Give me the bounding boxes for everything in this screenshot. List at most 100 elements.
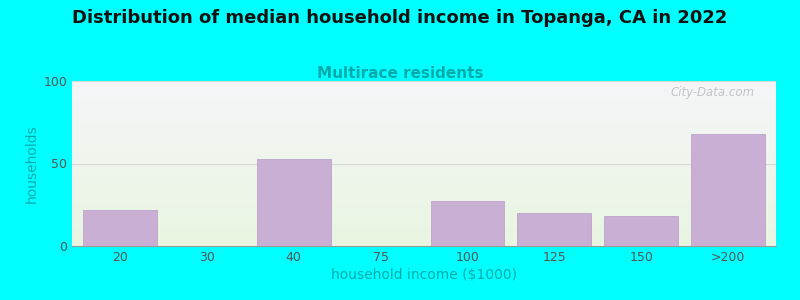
Bar — [72, 126, 776, 127]
Bar — [72, 201, 776, 202]
Bar — [72, 176, 776, 177]
Bar — [72, 87, 776, 88]
Bar — [72, 236, 776, 237]
Bar — [72, 101, 776, 102]
Y-axis label: households: households — [25, 124, 39, 203]
Bar — [72, 144, 776, 145]
Bar — [72, 137, 776, 138]
Bar — [72, 162, 776, 163]
Bar — [72, 216, 776, 217]
Bar — [72, 85, 776, 86]
Bar — [72, 191, 776, 192]
Bar — [72, 207, 776, 208]
Bar — [72, 151, 776, 152]
Bar — [72, 158, 776, 159]
Bar — [72, 208, 776, 209]
Bar — [72, 153, 776, 154]
Bar — [72, 171, 776, 172]
Bar — [72, 181, 776, 182]
Text: City-Data.com: City-Data.com — [670, 86, 755, 99]
Bar — [72, 221, 776, 222]
Bar — [72, 189, 776, 190]
Bar — [72, 190, 776, 191]
Bar — [72, 130, 776, 131]
Bar — [72, 82, 776, 83]
Bar — [72, 159, 776, 160]
Bar — [72, 155, 776, 156]
Bar — [72, 191, 776, 192]
Bar — [72, 127, 776, 128]
Bar — [72, 172, 776, 173]
Bar — [72, 103, 776, 104]
Bar — [72, 140, 776, 141]
Bar — [72, 186, 776, 187]
Bar — [72, 205, 776, 206]
Bar — [72, 204, 776, 205]
Bar — [72, 152, 776, 153]
Bar — [72, 147, 776, 148]
Bar — [72, 174, 776, 175]
Bar — [72, 92, 776, 93]
Bar — [72, 100, 776, 101]
Bar — [72, 244, 776, 245]
Bar — [72, 106, 776, 107]
Bar — [257, 158, 330, 246]
Bar — [72, 129, 776, 130]
Bar — [72, 200, 776, 201]
Bar — [72, 211, 776, 212]
Bar — [72, 118, 776, 119]
Bar — [72, 156, 776, 157]
Bar — [72, 203, 776, 204]
Bar — [72, 220, 776, 221]
Bar — [72, 110, 776, 111]
Bar — [72, 173, 776, 174]
Bar — [72, 209, 776, 210]
X-axis label: household income ($1000): household income ($1000) — [331, 268, 517, 282]
Bar — [72, 133, 776, 134]
Bar — [72, 107, 776, 108]
Bar — [72, 102, 776, 103]
Bar — [72, 111, 776, 112]
Bar — [72, 223, 776, 224]
Bar — [72, 165, 776, 166]
Bar — [72, 109, 776, 110]
Bar — [72, 210, 776, 211]
Bar — [72, 224, 776, 225]
Bar — [72, 219, 776, 220]
Bar — [72, 168, 776, 169]
Bar — [72, 150, 776, 151]
Bar — [72, 239, 776, 240]
Bar — [72, 215, 776, 216]
Bar — [72, 212, 776, 213]
Bar — [72, 183, 776, 184]
Bar — [72, 98, 776, 99]
Bar — [72, 116, 776, 117]
Bar — [72, 193, 776, 194]
Bar — [72, 218, 776, 219]
Bar — [72, 95, 776, 96]
Bar — [72, 108, 776, 109]
Bar — [72, 105, 776, 106]
Bar — [72, 214, 776, 215]
Bar — [72, 114, 776, 115]
Bar — [72, 198, 776, 199]
Text: Distribution of median household income in Topanga, CA in 2022: Distribution of median household income … — [72, 9, 728, 27]
Bar — [72, 113, 776, 114]
Bar — [72, 230, 776, 231]
Bar — [72, 138, 776, 139]
Bar — [72, 197, 776, 198]
Bar — [72, 163, 776, 164]
Bar — [72, 93, 776, 94]
Bar — [72, 134, 776, 135]
Bar — [72, 128, 776, 129]
Bar — [72, 202, 776, 203]
Bar — [72, 148, 776, 149]
Bar — [72, 238, 776, 239]
Bar — [72, 180, 776, 181]
Bar — [72, 117, 776, 118]
Bar — [72, 83, 776, 84]
Bar — [72, 120, 776, 121]
Bar — [72, 86, 776, 87]
Bar — [72, 242, 776, 243]
Bar — [72, 167, 776, 168]
